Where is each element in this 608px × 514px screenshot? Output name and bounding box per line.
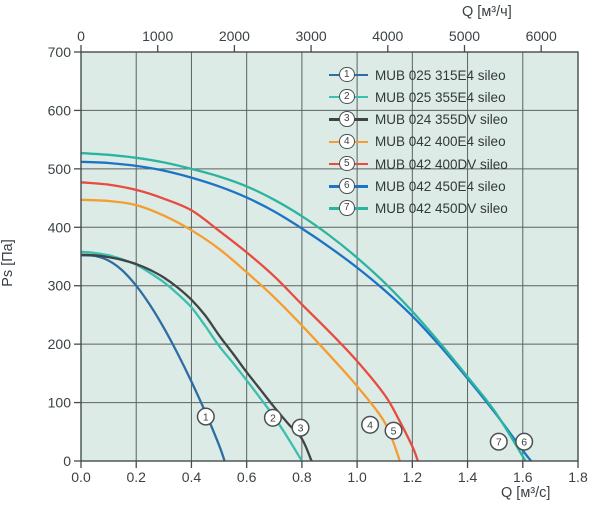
legend-item-5: 5 MUB 042 400DV sileo [329, 153, 508, 175]
legend-label: MUB 025 315E4 sileo [375, 67, 506, 83]
bottom-axis-tick-label: 1.0 [347, 469, 367, 485]
curve-marker-number-7: 7 [496, 437, 502, 449]
legend-number-badge: 2 [339, 88, 355, 105]
curve-marker-circle-5 [384, 421, 403, 440]
bottom-x-axis-title: Q [м³/с] [501, 485, 551, 501]
curve-marker-number-3: 3 [298, 422, 304, 434]
curve-7-mub-042-450dv-sileo [81, 151, 527, 461]
bottom-axis-tick-label: 1.2 [403, 469, 423, 485]
legend-label: MUB 042 450DV sileo [375, 201, 508, 217]
legend-item-7: 7 MUB 042 450DV sileo [329, 198, 508, 220]
legend-label: MUB 042 400DV sileo [375, 156, 508, 172]
curve-3-mub-024-355dv-sileo [81, 253, 313, 461]
legend-number-badge: 6 [339, 178, 355, 194]
legend-marker-7: 7 [329, 200, 368, 217]
bottom-axis-tick-label: 1.6 [513, 469, 533, 485]
legend-label: MUB 024 355DV sileo [375, 112, 508, 128]
curve-marker-circle-7 [489, 432, 508, 451]
legend-item-3: 3 MUB 024 355DV sileo [329, 109, 508, 131]
legend-number-badge: 3 [339, 111, 355, 127]
legend-marker-6: 6 [329, 178, 368, 195]
legend-item-1: 1 MUB 025 315E4 sileo [329, 64, 506, 86]
legend-label: MUB 042 450E4 sileo [375, 179, 506, 194]
curve-marker-number-4: 4 [367, 420, 373, 432]
top-x-axis-title: Q [м³/ч] [462, 4, 512, 20]
bottom-axis-tick-label: 1.8 [568, 469, 588, 485]
curve-marker-circle-6 [515, 432, 534, 451]
curve-marker-number-2: 2 [270, 413, 276, 425]
legend-marker-4: 4 [329, 133, 368, 150]
bottom-axis-tick-label: 0.8 [292, 469, 312, 485]
left-axis-tick-label: 100 [48, 395, 72, 411]
legend-item-6: 6 MUB 042 450E4 sileo [329, 176, 506, 198]
plot-border [80, 51, 579, 462]
left-axis-tick-label: 300 [48, 278, 72, 294]
left-axis-tick-label: 400 [48, 219, 72, 235]
curve-marker-circle-4 [361, 415, 380, 434]
legend-marker-5: 5 [329, 155, 368, 173]
left-axis-tick-label: 500 [48, 161, 72, 177]
bottom-axis-tick-label: 0.2 [126, 469, 146, 485]
curve-marker-circle-1 [196, 407, 215, 426]
top-axis-tick-label: 2000 [219, 28, 250, 44]
curve-5-mub-042-400dv-sileo [81, 181, 420, 461]
legend-number-badge: 1 [339, 66, 355, 83]
left-axis-tick-label: 700 [48, 44, 72, 60]
top-axis-tick-label: 4000 [372, 28, 403, 44]
curve-marker-number-6: 6 [521, 437, 527, 449]
left-axis-tick-label: 0 [63, 453, 71, 469]
legend-number-badge: 5 [339, 155, 355, 172]
y-axis-title: Ps [Па] [0, 239, 16, 287]
top-axis-tick-label: 1000 [142, 28, 173, 44]
top-axis-tick-label: 0 [77, 28, 85, 44]
legend-marker-3: 3 [329, 111, 368, 128]
top-axis-tick-label: 5000 [449, 28, 480, 44]
legend-marker-2: 2 [329, 88, 368, 106]
curve-marker-number-1: 1 [203, 411, 209, 423]
legend-item-4: 4 MUB 042 400E4 sileo [329, 131, 506, 153]
curve-marker-circle-3 [291, 418, 310, 437]
bottom-axis-tick-label: 0.0 [71, 469, 91, 485]
top-axis-tick-label: 6000 [526, 28, 557, 44]
legend-number-badge: 7 [339, 200, 355, 216]
legend-label: MUB 042 400E4 sileo [375, 134, 506, 150]
left-axis-tick-label: 200 [48, 336, 72, 352]
top-axis-tick-label: 3000 [296, 28, 327, 44]
legend-number-badge: 4 [339, 133, 355, 150]
legend-item-2: 2 MUB 025 355E4 sileo [329, 86, 506, 108]
curve-4-mub-042-400e4-sileo [81, 198, 402, 461]
legend-marker-1: 1 [329, 66, 368, 84]
left-axis-tick-label: 600 [48, 102, 72, 118]
curve-marker-number-5: 5 [391, 425, 397, 437]
bottom-axis-tick-label: 0.6 [237, 469, 257, 485]
bottom-axis-tick-label: 1.4 [458, 469, 478, 485]
bottom-axis-tick-label: 0.4 [182, 469, 202, 485]
curve-marker-circle-2 [263, 408, 282, 427]
legend-label: MUB 025 355E4 sileo [375, 89, 506, 105]
